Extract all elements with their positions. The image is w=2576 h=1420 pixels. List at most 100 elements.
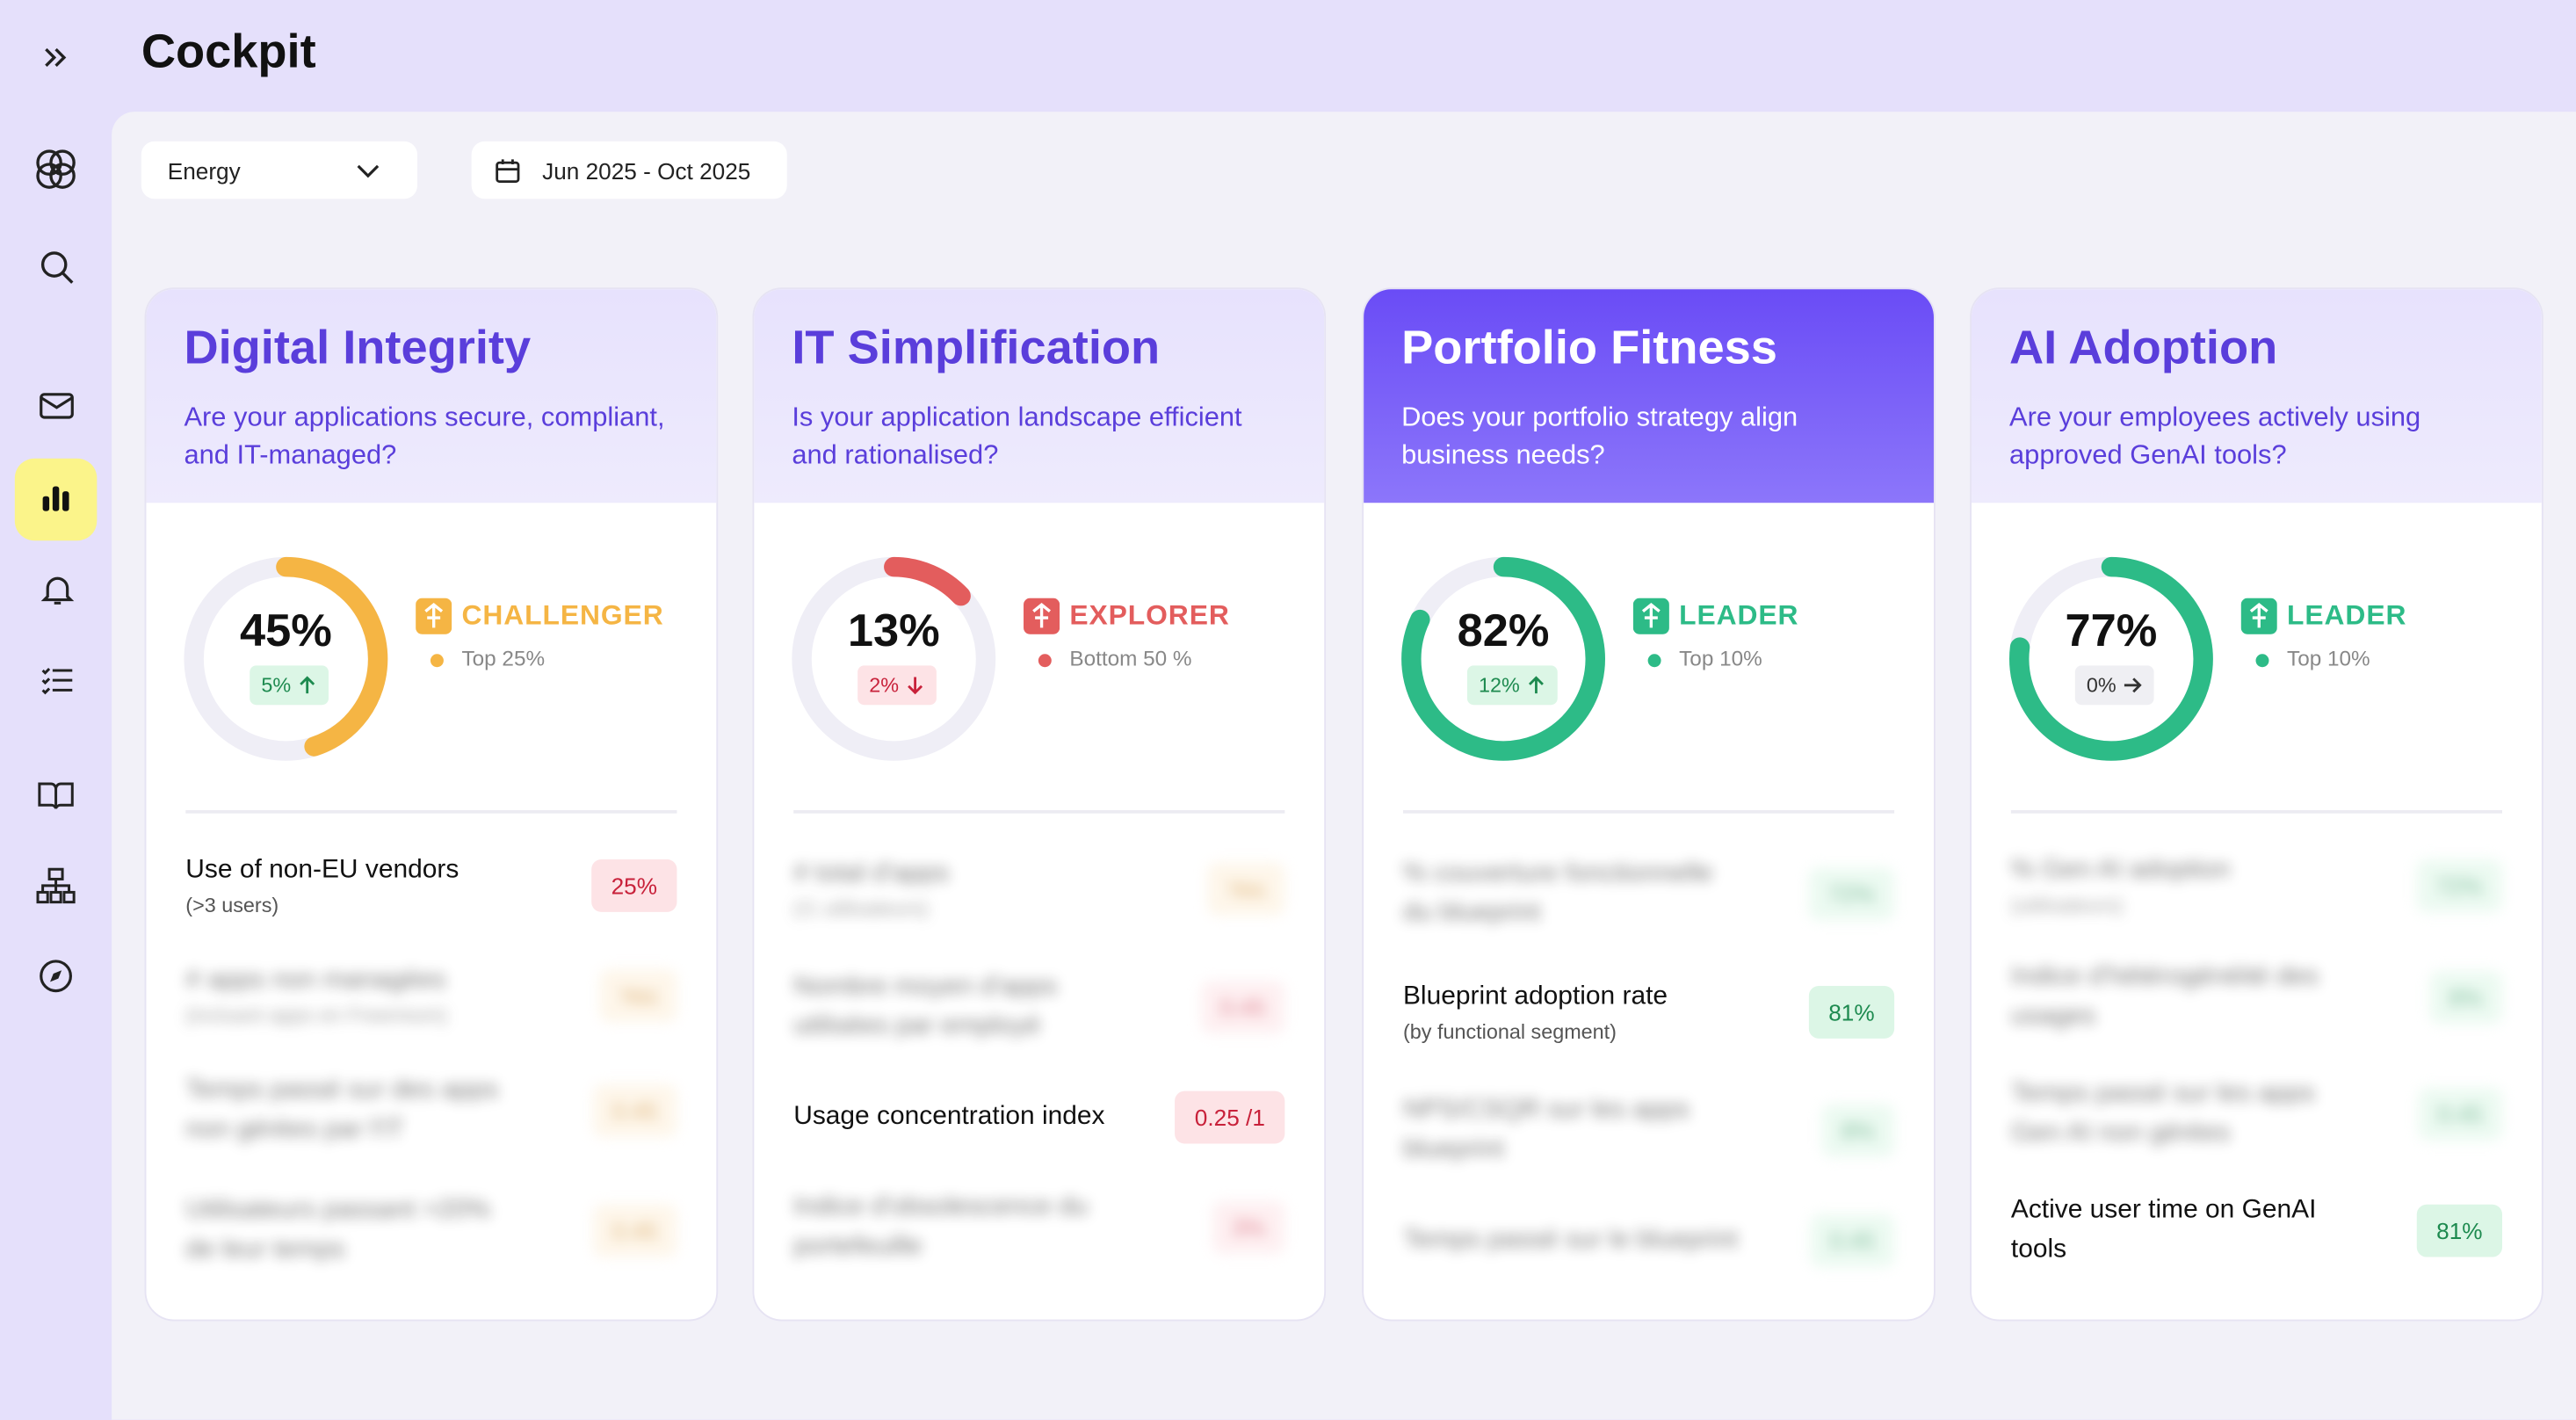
metric-row: Use of non-EU vendors (>3 users) 25% <box>185 851 677 921</box>
metric-value: 8% <box>2429 970 2503 1024</box>
search-icon[interactable] <box>40 250 76 286</box>
rank-dot-fill <box>1647 654 1661 668</box>
trend-value: 2% <box>869 673 900 697</box>
metric-label: Usage concentration index <box>793 1103 1105 1131</box>
metric-row: Blueprint adoption rate (by functional se… <box>1403 977 1895 1047</box>
bell-icon[interactable] <box>40 572 76 608</box>
metric-text: Blueprint adoption rate (by functional se… <box>1403 977 1668 1047</box>
score-label: 82% <box>1457 605 1550 656</box>
metric-label: # apps non managées <box>185 966 446 995</box>
metric-text: Active user time on GenAI tools <box>2011 1192 2348 1271</box>
trend-arrow <box>1529 676 1544 694</box>
donut <box>1401 556 1605 761</box>
rank-dot <box>1038 654 1052 668</box>
list-icon[interactable] <box>40 663 76 696</box>
card-question: Are your applications secure, compliant,… <box>184 402 665 470</box>
metric-value: 0.45 <box>2418 1088 2503 1141</box>
metric-value: 3% <box>1212 1201 1285 1255</box>
metric-value: 81% <box>1808 985 1895 1039</box>
metric-row: Temps passé sur des apps non gérées par … <box>185 1071 677 1150</box>
rank-dot-fill <box>2255 654 2269 668</box>
sector-select[interactable]: Energy <box>141 141 417 199</box>
tier-icon <box>1024 598 1060 634</box>
tier-label: LEADER <box>1679 599 1799 632</box>
metric-row: Indice d'obsolescence du portefeuille 3% <box>793 1189 1285 1268</box>
metric-row: % couverture fonctionnelle du blueprint 7… <box>1402 854 1895 933</box>
arrow-path <box>1529 676 1544 694</box>
score-label: 77% <box>2065 605 2158 656</box>
donut-arc <box>184 556 388 761</box>
rank-dot <box>2255 654 2269 668</box>
rank-label: Top 25% <box>461 645 546 670</box>
trend-pill: 2% <box>857 665 937 706</box>
book-icon[interactable] <box>36 779 76 811</box>
trend-value: 5% <box>261 673 292 697</box>
metric-note: (incluant apps en Freemium) <box>185 1003 447 1027</box>
compass-icon[interactable] <box>38 958 74 994</box>
card-header: IT Simplification Is your application lan… <box>754 289 1325 504</box>
divider <box>1402 809 1895 814</box>
metric-label: % couverture fonctionnelle du blueprint <box>1402 859 1713 926</box>
tier-icon-glyph <box>1032 603 1051 628</box>
donut <box>184 556 388 761</box>
kpi-card[interactable]: AI Adoption Are your employees actively u… <box>1970 287 2543 1322</box>
tier-icon-glyph <box>2249 603 2268 628</box>
metric-value: 72% <box>2416 859 2503 912</box>
trend-pill: 5% <box>250 665 329 706</box>
metric-value: Yes <box>1207 862 1285 915</box>
metric-row: # total d'apps (/1 utilisateurs) Yes <box>793 854 1285 924</box>
metric-note: (utilisateurs) <box>2010 893 2124 916</box>
tier-icon <box>2240 598 2277 634</box>
logo[interactable] <box>33 146 78 192</box>
rank-dot-fill <box>430 654 444 668</box>
trend-arrow <box>908 677 923 695</box>
kpi-card[interactable]: Digital Integrity Are your applications s… <box>144 287 719 1322</box>
metric-value: 72% <box>1808 866 1895 920</box>
metric-text: Nombre moyen d'apps utilisées par employ… <box>793 967 1130 1047</box>
tree-icon[interactable] <box>36 867 76 904</box>
metric-row: NPS/CSQR sur les apps blueprint 8% <box>1403 1091 1895 1170</box>
metric-text: NPS/CSQR sur les apps blueprint <box>1403 1091 1740 1170</box>
metric-note: (>3 users) <box>185 894 279 918</box>
card-title: Portfolio Fitness <box>1401 322 1777 375</box>
metric-text: Indice d'hétérogénéité des usages <box>2011 958 2348 1037</box>
metric-row: Temps passé sur les apps Gen AI non géré… <box>2011 1075 2503 1154</box>
donut-arc <box>2009 556 2213 761</box>
metric-label: Temps passé sur le blueprint <box>1402 1226 1738 1255</box>
trend-value: 12% <box>1479 673 1520 697</box>
metric-label: Use of non-EU vendors <box>185 856 459 885</box>
metric-row: Utilisateurs passant >20% de leur temps 0… <box>185 1191 677 1270</box>
metric-value: 0.45 <box>1810 1214 1895 1268</box>
metric-text: Temps passé sur des apps non gérées par … <box>185 1071 522 1150</box>
card-header: Digital Integrity Are your applications s… <box>146 289 717 504</box>
active-nav[interactable] <box>14 458 98 541</box>
arrow-path <box>2124 677 2142 693</box>
date-value: Jun 2025 - Oct 2025 <box>542 156 751 184</box>
tier-icon-glyph <box>1641 603 1661 628</box>
metric-row: Active user time on GenAI tools 81% <box>2011 1192 2503 1271</box>
metric-value: 8% <box>1821 1104 1895 1157</box>
trend-arrow <box>2124 677 2142 693</box>
rank-dot-fill <box>1038 654 1052 668</box>
card-title: Digital Integrity <box>184 322 532 375</box>
expand-icon[interactable] <box>40 41 72 74</box>
mail-icon[interactable] <box>40 391 76 424</box>
trend-pill: 0% <box>2074 665 2154 706</box>
kpi-card[interactable]: IT Simplification Is your application lan… <box>752 287 1327 1322</box>
metric-value: 25% <box>591 859 677 913</box>
metric-text: Indice d'obsolescence du portefeuille <box>793 1189 1130 1268</box>
metric-value: 0.45 <box>592 1083 677 1137</box>
metric-text: Temps passé sur les apps Gen AI non géré… <box>2011 1075 2348 1154</box>
divider <box>793 809 1285 814</box>
sector-value: Energy <box>167 156 241 184</box>
metric-list: Use of non-EU vendors (>3 users) 25% # apps… <box>185 831 677 1290</box>
rank-label: Bottom 50 % <box>1069 645 1192 670</box>
metric-row: Nombre moyen d'apps utilisées par employ… <box>793 967 1285 1047</box>
date-range[interactable]: Jun 2025 - Oct 2025 <box>471 141 787 199</box>
metric-list: % Gen AI adoption (utilisateurs) 72% Indice… <box>2010 831 2503 1290</box>
card-question: Are your employees actively using approv… <box>2009 402 2421 470</box>
kpi-card[interactable]: Portfolio Fitness Does your portfolio str… <box>1362 287 1936 1322</box>
donut <box>792 556 996 761</box>
